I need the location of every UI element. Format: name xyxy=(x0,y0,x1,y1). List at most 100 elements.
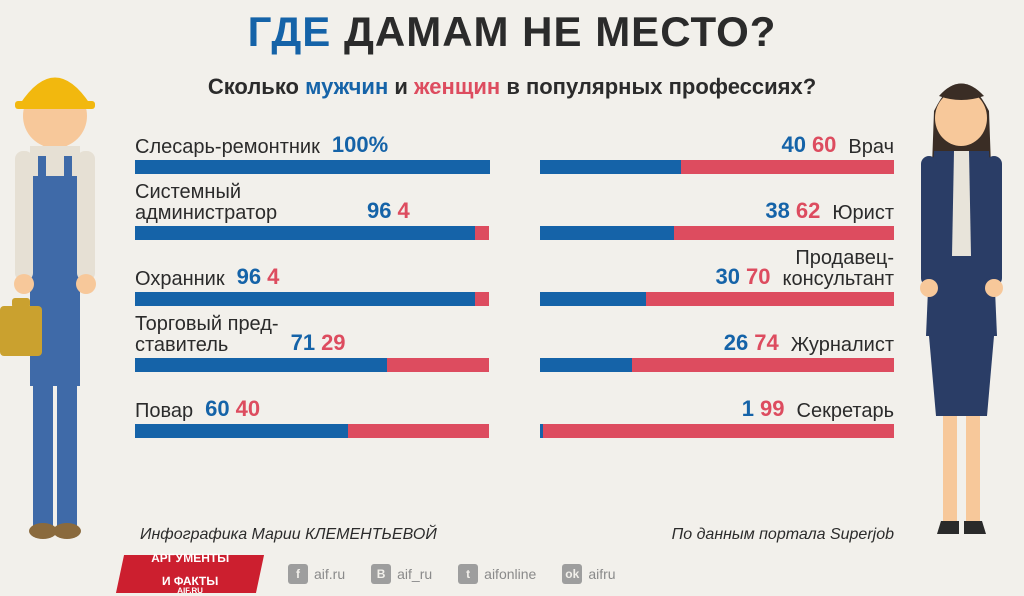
social-icon: f xyxy=(288,564,308,584)
bar-segment-female xyxy=(475,226,489,240)
social-link[interactable]: t aifonline xyxy=(458,564,536,584)
credit-author: Инфографика Марии КЛЕМЕНТЬЕВОЙ xyxy=(140,526,437,544)
bar-segment-male xyxy=(540,226,675,240)
social-links: f aif.ru Baif_ru t aifonline okaifru xyxy=(288,564,616,584)
male-value: 40 xyxy=(781,132,805,158)
female-value: 29 xyxy=(321,330,345,356)
social-icon: ok xyxy=(562,564,582,584)
title-rest: ДАМАМ НЕ МЕСТО? xyxy=(331,8,776,55)
bar-segment-male xyxy=(135,226,475,240)
bar-segment-male xyxy=(135,160,490,174)
profession-row: 38 62 Юрист xyxy=(540,180,895,240)
subtitle: Сколько мужчин и женщин в популярных про… xyxy=(0,74,1024,100)
subtitle-male-word: мужчин xyxy=(305,74,388,99)
female-value: 40 xyxy=(236,396,260,422)
right-column: 40 60 Врач 38 62 Юрист 3070 Продавец-консультан… xyxy=(540,114,895,444)
value-pair: 199 xyxy=(742,396,785,422)
stacked-bar xyxy=(135,424,490,438)
bar-segment-female xyxy=(681,160,894,174)
female-value: 4 xyxy=(267,264,279,290)
bar-segment-male xyxy=(540,358,632,372)
worker-illustration xyxy=(0,56,130,556)
social-icon: B xyxy=(371,564,391,584)
stacked-bar xyxy=(540,226,895,240)
profession-row: 2674 Журналист xyxy=(540,312,895,372)
infographic-container: ГДЕ ДАМАМ НЕ МЕСТО? Сколько мужчин и жен… xyxy=(0,0,1024,596)
value-pair: 100% xyxy=(332,132,388,158)
female-value: 70 xyxy=(746,264,770,290)
profession-row: Повар 60 40 xyxy=(135,378,490,438)
bar-segment-male xyxy=(135,424,348,438)
stacked-bar xyxy=(540,424,895,438)
social-link[interactable]: Baif_ru xyxy=(371,564,432,584)
title-highlight: ГДЕ xyxy=(248,8,332,55)
profession-row: Охранник 964 xyxy=(135,246,490,306)
female-value: 62 xyxy=(796,198,820,224)
social-handle: aifonline xyxy=(484,566,536,582)
social-link[interactable]: f aif.ru xyxy=(288,564,345,584)
profession-label: Секретарь xyxy=(797,401,895,422)
profession-label: Слесарь-ремонтник xyxy=(135,137,320,158)
profession-label: Журналист xyxy=(791,335,894,356)
male-value: 30 xyxy=(716,264,740,290)
left-column: Слесарь-ремонтник 100% Системный администр… xyxy=(135,114,490,444)
male-value: 96 xyxy=(367,198,391,224)
credits-row: Инфографика Марии КЛЕМЕНТЬЕВОЙ По данным… xyxy=(140,526,894,544)
profession-label: Врач xyxy=(848,137,894,158)
value-pair: 60 40 xyxy=(205,396,260,422)
aif-logo: АРГУМЕНТЫ И ФАКТЫ AIF.RU xyxy=(116,555,264,593)
stacked-bar xyxy=(540,358,895,372)
profession-label: Продавец-консультант xyxy=(783,248,895,290)
profession-row: 3070 Продавец-консультант xyxy=(540,246,895,306)
bar-segment-male xyxy=(135,292,475,306)
female-value: 4 xyxy=(397,198,409,224)
profession-label: Охранник xyxy=(135,269,225,290)
value-pair: 2674 xyxy=(724,330,779,356)
woman-illustration xyxy=(899,56,1024,556)
value-pair: 964 xyxy=(367,198,410,224)
value-pair: 38 62 xyxy=(765,198,820,224)
female-value: 74 xyxy=(754,330,778,356)
value-pair: 964 xyxy=(237,264,280,290)
male-value: 1 xyxy=(742,396,754,422)
bar-segment-female xyxy=(348,424,490,438)
social-handle: aif_ru xyxy=(397,566,432,582)
stacked-bar xyxy=(135,358,490,372)
profession-label: Торговый пред-ставитель xyxy=(135,314,279,356)
bar-segment-female xyxy=(387,358,490,372)
male-value: 38 xyxy=(765,198,789,224)
social-icon: t xyxy=(458,564,478,584)
bar-segment-female xyxy=(543,424,894,438)
charts-area: Слесарь-ремонтник 100% Системный администр… xyxy=(0,114,1024,444)
male-value: 26 xyxy=(724,330,748,356)
credit-source: По данным портала Superjob xyxy=(672,526,894,544)
female-value: 99 xyxy=(760,396,784,422)
footer: АРГУМЕНТЫ И ФАКТЫ AIF.RU faif.ruBaif_rut… xyxy=(120,552,904,596)
profession-label: Системный администратор xyxy=(135,182,355,224)
profession-label: Повар xyxy=(135,401,193,422)
social-handle: aif.ru xyxy=(314,566,345,582)
bar-segment-male xyxy=(540,292,646,306)
value-pair: 3070 xyxy=(716,264,771,290)
profession-row: 199 Секретарь xyxy=(540,378,895,438)
bar-segment-female xyxy=(632,358,894,372)
subtitle-female-word: женщин xyxy=(414,74,500,99)
female-value: 60 xyxy=(812,132,836,158)
bar-segment-male xyxy=(540,160,682,174)
male-value: 71 xyxy=(291,330,315,356)
male-value: 60 xyxy=(205,396,229,422)
value-pair: 7129 xyxy=(291,330,346,356)
profession-label: Юрист xyxy=(832,203,894,224)
stacked-bar xyxy=(540,292,895,306)
male-value: 100% xyxy=(332,132,388,158)
profession-row: Системный администратор 964 xyxy=(135,180,490,240)
page-title: ГДЕ ДАМАМ НЕ МЕСТО? xyxy=(0,0,1024,56)
social-link[interactable]: okaifru xyxy=(562,564,615,584)
value-pair: 40 60 xyxy=(781,132,836,158)
stacked-bar xyxy=(540,160,895,174)
bar-segment-female xyxy=(475,292,489,306)
profession-row: Торговый пред-ставитель 7129 xyxy=(135,312,490,372)
male-value: 96 xyxy=(237,264,261,290)
bar-segment-male xyxy=(135,358,387,372)
bar-segment-female xyxy=(646,292,894,306)
